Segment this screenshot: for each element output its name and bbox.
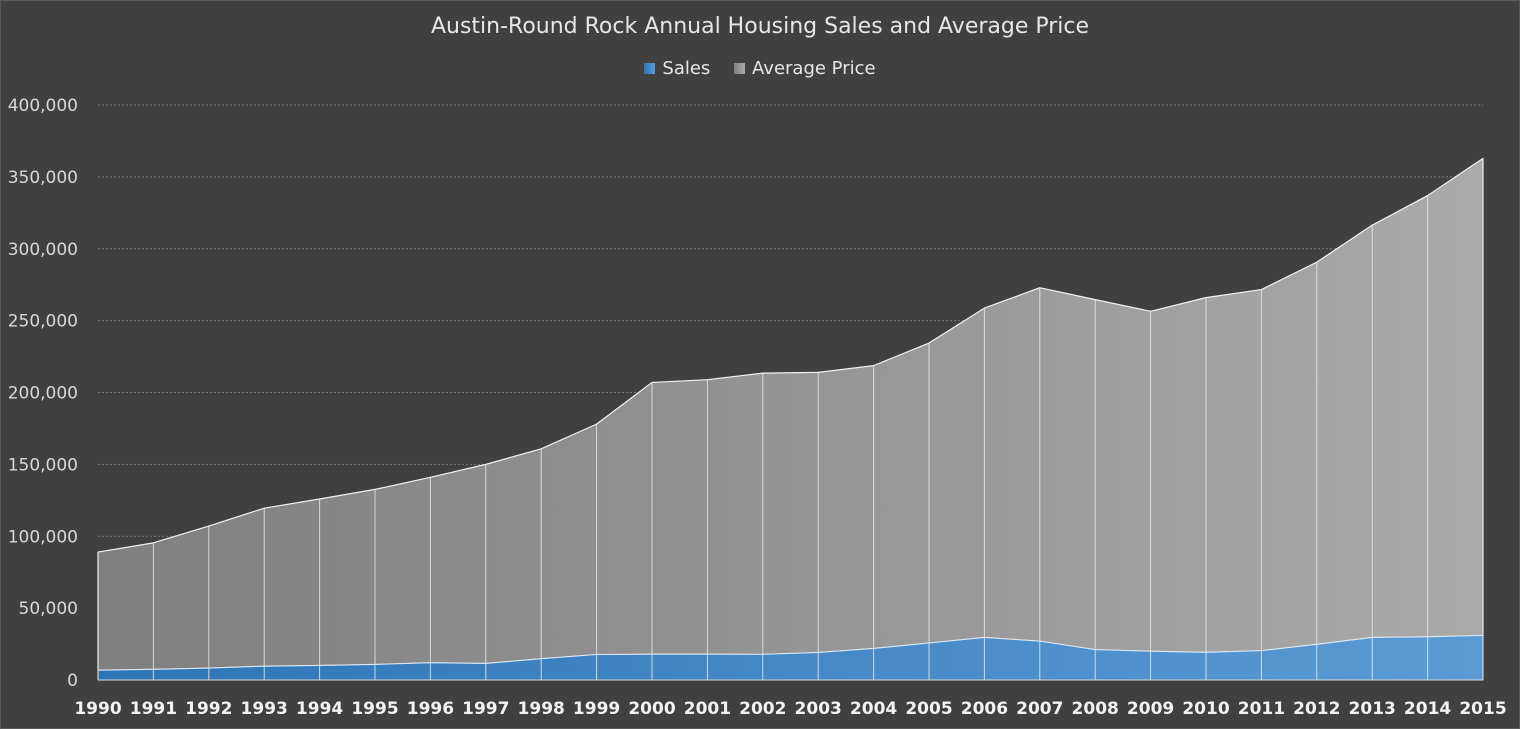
x-tick-label: 1998	[518, 699, 565, 719]
x-tick-label: 2011	[1238, 699, 1285, 719]
y-tick-label: 250,000	[8, 312, 78, 332]
legend-item-sales: Sales	[644, 58, 710, 79]
chart-title: Austin-Round Rock Annual Housing Sales a…	[430, 14, 1090, 39]
y-tick-label: 350,000	[8, 168, 78, 188]
x-tick-label: 1996	[407, 699, 454, 719]
x-tick-label: 1997	[462, 699, 509, 719]
legend-item-average-price: Average Price	[734, 58, 876, 79]
x-tick-label: 1990	[74, 699, 121, 719]
x-tick-label: 2004	[850, 699, 897, 719]
x-tick-label: 2006	[961, 699, 1008, 719]
x-tick-label: 2003	[795, 699, 842, 719]
x-tick-label: 1999	[573, 699, 620, 719]
x-tick-label: 1991	[130, 699, 177, 719]
x-tick-label: 2009	[1127, 699, 1174, 719]
legend-label-sales: Sales	[662, 58, 711, 79]
legend-label-average-price: Average Price	[752, 58, 876, 79]
x-tick-label: 2013	[1349, 699, 1396, 719]
y-tick-label: 0	[67, 671, 78, 691]
series-area-average-price	[97, 157, 1484, 671]
x-tick-label: 1993	[241, 699, 288, 719]
x-tick-label: 2005	[905, 699, 952, 719]
x-tick-label: 2007	[1016, 699, 1063, 719]
y-tick-label: 50,000	[19, 599, 78, 619]
x-tick-label: 2002	[739, 699, 786, 719]
x-tick-label: 2014	[1404, 699, 1451, 719]
y-tick-label: 200,000	[8, 384, 78, 404]
y-tick-label: 300,000	[8, 240, 78, 260]
x-tick-label: 2008	[1072, 699, 1119, 719]
x-tick-label: 2000	[628, 699, 675, 719]
y-tick-label: 150,000	[8, 455, 78, 475]
chart-legend: Sales Average Price	[0, 58, 1520, 79]
x-tick-label: 1994	[296, 699, 343, 719]
legend-swatch-average-price	[734, 63, 746, 74]
legend-swatch-sales	[644, 63, 656, 74]
x-tick-label: 2015	[1459, 699, 1506, 719]
y-tick-label: 400,000	[8, 96, 78, 116]
x-tick-label: 2010	[1182, 699, 1229, 719]
x-tick-label: 2012	[1293, 699, 1340, 719]
x-tick-label: 1992	[185, 699, 232, 719]
x-tick-label: 2001	[684, 699, 731, 719]
y-tick-label: 100,000	[8, 527, 78, 547]
x-tick-label: 1995	[351, 699, 398, 719]
